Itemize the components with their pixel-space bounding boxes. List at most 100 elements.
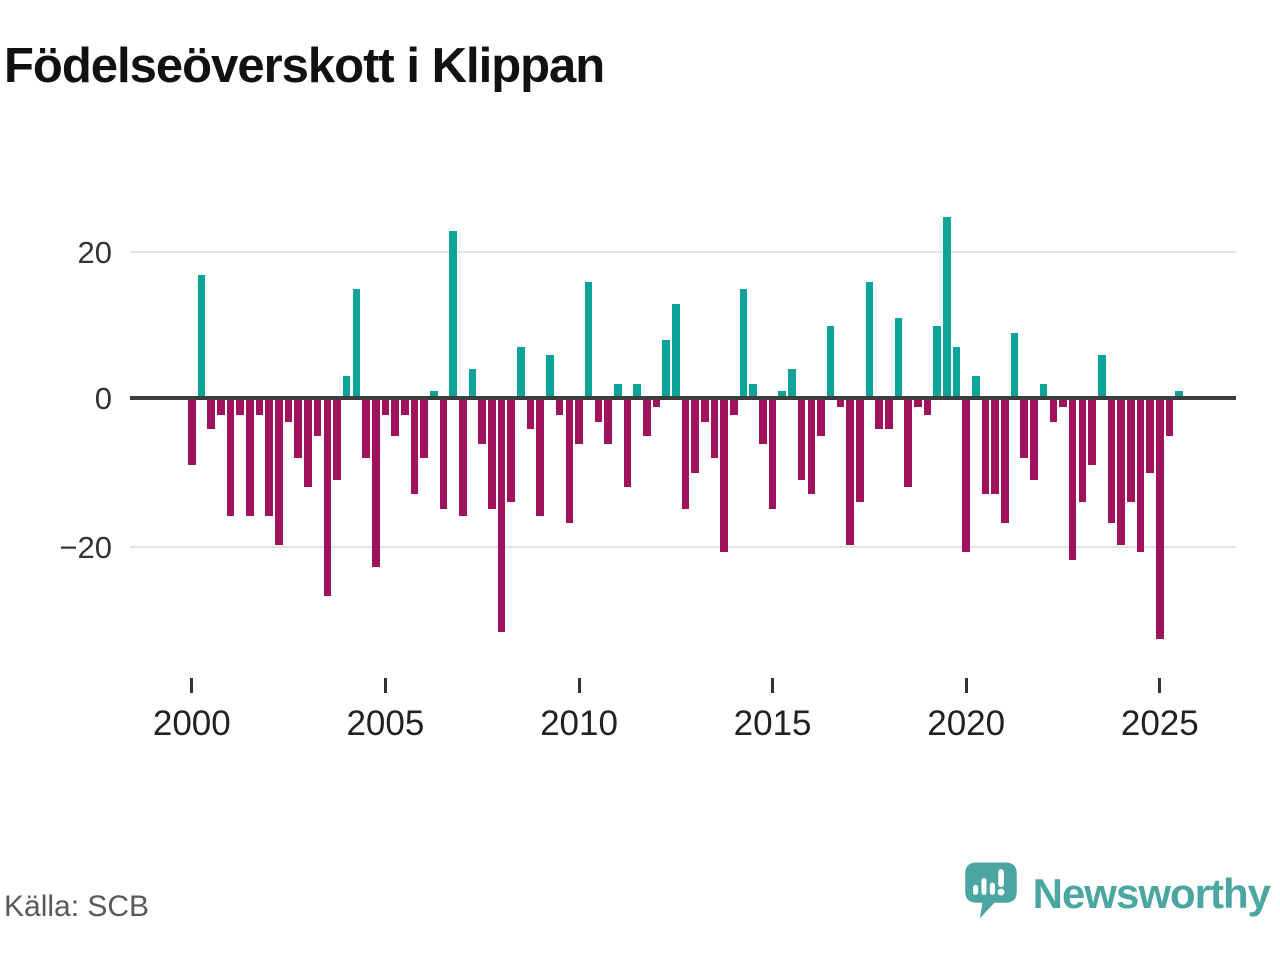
y-axis-label-0: 0 [94, 381, 112, 416]
bar-2005-Q4 [410, 400, 419, 495]
bar-2013-Q2 [701, 400, 709, 422]
bar-2021-Q1 [1001, 400, 1009, 524]
bar-2009-Q1 [536, 400, 545, 516]
bar-2013-Q4 [720, 400, 728, 553]
bar-2018-Q3 [904, 400, 912, 487]
bar-2003-Q1 [304, 400, 312, 487]
bar-2015-Q1 [768, 400, 777, 509]
bar-2011-Q4 [642, 400, 651, 437]
bar-2000-Q4 [217, 400, 225, 415]
x-tick-2015 [771, 678, 775, 693]
bar-2006-Q2 [430, 390, 438, 398]
bar-2019-Q4 [952, 347, 961, 398]
bar-2023-Q4 [1107, 400, 1116, 524]
bar-2003-Q4 [333, 400, 341, 480]
page-title: Födelseöverskott i Klippan [4, 39, 605, 93]
bar-2021-Q3 [1020, 400, 1029, 458]
bar-2019-Q1 [923, 400, 932, 415]
bar-2011-Q2 [623, 400, 632, 487]
bar-2019-Q2 [933, 325, 941, 398]
bar-2002-Q1 [265, 400, 274, 516]
bar-2012-Q4 [681, 400, 690, 509]
bar-2000-Q2 [197, 274, 206, 398]
bar-2020-Q3 [981, 400, 990, 495]
bar-2016-Q1 [807, 400, 816, 495]
x-tick-2020 [964, 678, 968, 693]
bar-2022-Q4 [1068, 400, 1077, 560]
bar-2025-Q3 [1175, 390, 1183, 398]
bar-2009-Q4 [565, 400, 574, 524]
bar-2000-Q1 [188, 400, 196, 466]
bar-2012-Q2 [662, 340, 670, 398]
bar-2001-Q1 [226, 400, 235, 516]
bar-2012-Q1 [652, 400, 661, 408]
newsworthy-brand: Newsworthy [963, 860, 1271, 927]
bar-2018-Q1 [884, 400, 893, 429]
gridline-minus20 [130, 546, 1236, 548]
bar-chart: 20 0 −20 2000 2005 2010 2015 2020 2025 [59, 216, 1236, 743]
bar-2004-Q1 [342, 376, 351, 398]
bar-2004-Q4 [371, 400, 380, 567]
bar-2012-Q3 [672, 303, 680, 398]
gridline-plus20 [130, 251, 1236, 253]
bar-2022-Q3 [1059, 400, 1067, 408]
bar-2008-Q4 [526, 400, 535, 429]
x-tick-2005 [383, 678, 387, 693]
bar-2008-Q1 [497, 400, 506, 632]
bar-2003-Q2 [313, 400, 322, 437]
newsworthy-logo-icon [963, 860, 1019, 927]
bar-2018-Q4 [914, 400, 922, 408]
bar-2023-Q1 [1078, 400, 1087, 502]
bar-2010-Q4 [604, 400, 612, 444]
bar-2004-Q3 [362, 400, 370, 458]
bar-2020-Q4 [991, 400, 1000, 495]
bar-2024-Q4 [1146, 400, 1154, 473]
bar-2014-Q2 [739, 289, 748, 398]
bar-2025-Q1 [1156, 400, 1164, 640]
bar-2006-Q3 [439, 400, 448, 509]
bar-2024-Q3 [1136, 400, 1145, 553]
bar-2005-Q1 [381, 400, 390, 415]
bar-2004-Q2 [352, 289, 361, 398]
x-axis-label-2010: 2010 [540, 704, 618, 743]
x-tick-2010 [577, 678, 581, 693]
bar-2005-Q2 [391, 400, 399, 437]
bar-2010-Q1 [575, 400, 583, 444]
x-tick-2025 [1158, 678, 1162, 693]
bar-2018-Q2 [894, 318, 903, 398]
bar-2024-Q1 [1117, 400, 1125, 545]
bar-2002-Q4 [294, 400, 303, 458]
bar-2000-Q3 [207, 400, 215, 429]
bar-2017-Q3 [865, 282, 874, 398]
source-label: Källa: SCB [4, 890, 150, 923]
bar-2015-Q2 [778, 390, 787, 398]
bar-2001-Q4 [255, 400, 264, 415]
bar-2010-Q3 [594, 400, 603, 422]
bar-2022-Q1 [1039, 383, 1048, 398]
bar-2013-Q3 [710, 400, 719, 458]
x-tick-2000 [190, 678, 194, 693]
x-axis-label-2015: 2015 [733, 704, 812, 743]
bar-2008-Q3 [517, 347, 525, 398]
bar-2014-Q3 [749, 383, 758, 398]
x-axis-label-2005: 2005 [346, 704, 425, 743]
bar-2006-Q1 [420, 400, 428, 458]
x-axis-label-2020: 2020 [927, 704, 1006, 743]
x-axis-line [130, 396, 1236, 400]
bar-2007-Q2 [468, 369, 477, 398]
bar-2017-Q4 [875, 400, 883, 429]
x-axis-label-2025: 2025 [1120, 704, 1199, 743]
bar-2014-Q1 [730, 400, 738, 415]
bar-2020-Q2 [972, 376, 980, 398]
bar-2007-Q4 [488, 400, 496, 509]
newsworthy-wordmark: Newsworthy [1032, 869, 1271, 917]
bar-2007-Q1 [459, 400, 467, 516]
bar-2017-Q2 [855, 400, 864, 502]
bar-2015-Q3 [788, 369, 796, 398]
bar-2009-Q2 [546, 354, 554, 398]
bar-2005-Q3 [400, 400, 409, 415]
bar-2003-Q3 [323, 400, 332, 596]
bar-2019-Q3 [943, 216, 951, 398]
bar-2011-Q1 [613, 383, 622, 398]
